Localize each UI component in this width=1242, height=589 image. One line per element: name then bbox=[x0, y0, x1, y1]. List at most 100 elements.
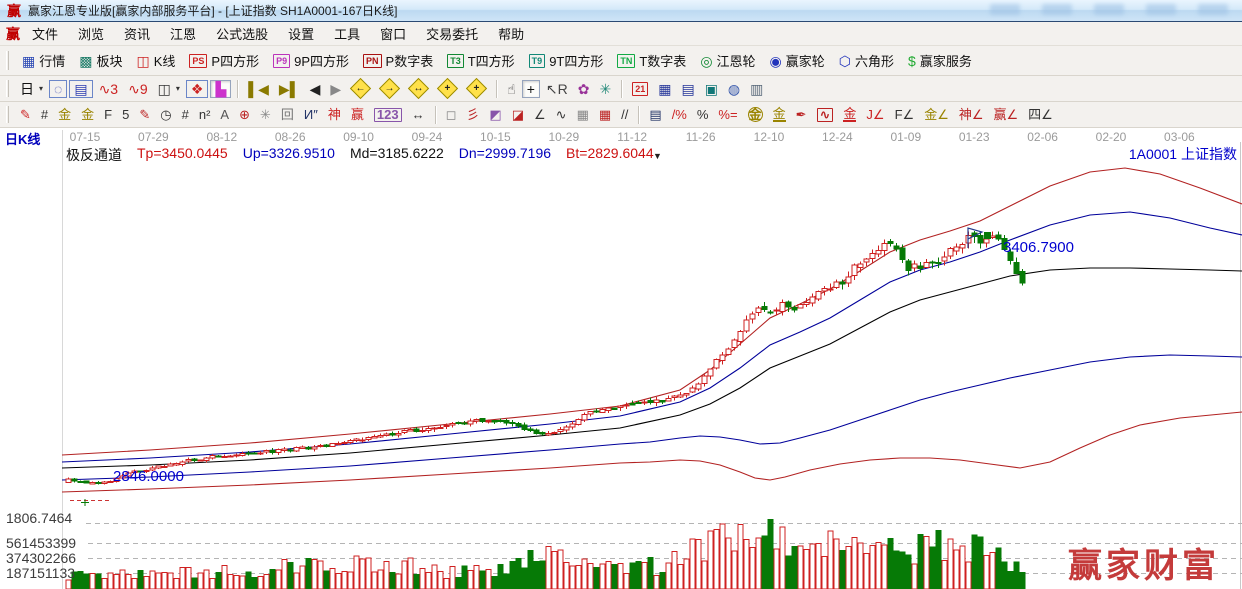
draw-ying-angle-button[interactable]: 赢∠ bbox=[990, 107, 1023, 122]
draw-draw-pen-2-button[interactable]: ✎ bbox=[135, 107, 154, 122]
menu-item-formula-pick[interactable]: 公式选股 bbox=[216, 27, 269, 42]
menu-item-settings[interactable]: 设置 bbox=[288, 27, 315, 42]
menu-logo-icon: 赢 bbox=[6, 25, 20, 42]
nav-calendar-button[interactable]: 21 bbox=[628, 81, 652, 97]
draw-star-circle-button[interactable]: ✳ bbox=[256, 107, 275, 122]
menu-item-tools[interactable]: 工具 bbox=[334, 27, 361, 42]
nav-prev-bar-button[interactable]: ◀ bbox=[306, 81, 325, 97]
main-kline-button[interactable]: ◫ K线 bbox=[130, 50, 183, 71]
nav-expand-all-button[interactable]: + bbox=[463, 77, 490, 100]
draw-zigzag-button[interactable]: ∿ bbox=[552, 107, 571, 122]
draw-si-angle-button[interactable]: 四∠ bbox=[1024, 107, 1057, 122]
draw-gold-ratio-h-button[interactable]: 金 bbox=[54, 107, 75, 122]
nav-color-volume-button[interactable]: ▙ bbox=[210, 79, 232, 98]
draw-gann-fan-button[interactable]: 彡 bbox=[462, 107, 483, 122]
menu-item-help[interactable]: 帮助 bbox=[498, 27, 525, 42]
nav-save-button[interactable]: ▣ bbox=[701, 81, 722, 97]
draw-grid-gray-button[interactable]: ▦ bbox=[573, 107, 593, 122]
nav-cycle-tool-button[interactable]: ✳ bbox=[595, 81, 615, 97]
nav-wave-9-button[interactable]: ∿9 bbox=[124, 81, 152, 97]
date-tick-08-12: 08-12 bbox=[206, 130, 238, 144]
draw-ying-tool-button[interactable]: 赢 bbox=[347, 107, 368, 122]
nav-zone-select-button[interactable]: ◌ bbox=[49, 79, 68, 98]
draw-time-hash-button[interactable]: # bbox=[178, 107, 193, 122]
nav-info-panel-button[interactable]: ▤ bbox=[69, 79, 93, 98]
main-hexagon-button[interactable]: ⬡ 六角形 bbox=[832, 50, 901, 71]
main-quotes-button[interactable]: ▦ 行情 bbox=[15, 50, 72, 71]
nav-festival-tool-button[interactable]: ✿ bbox=[574, 81, 594, 97]
nav-zoom-horizontal-button[interactable]: ↔ bbox=[405, 77, 432, 100]
nav-pan-right-button[interactable]: → bbox=[376, 77, 403, 100]
nav-first-bar-button[interactable]: ▌◀ bbox=[244, 81, 273, 97]
draw-grid-red-button[interactable]: ▦ bbox=[595, 107, 615, 122]
main-p-square-button[interactable]: PS P四方形 bbox=[182, 50, 266, 71]
nav-next-bar-button[interactable]: ▶ bbox=[326, 81, 345, 97]
toolbar-main: ▦ 行情 ▩ 板块 ◫ K线 PS P四方形 P9 9P四方形 PN P数字表 T3 T四方形 T9 9T四方… bbox=[0, 46, 1242, 76]
draw-f-angle-button[interactable]: F∠ bbox=[891, 107, 919, 122]
draw-draw-pen-button[interactable]: ✎ bbox=[16, 107, 35, 122]
draw-angle-line-button[interactable]: A bbox=[216, 107, 233, 122]
main-winner-service-button[interactable]: $ 赢家服务 bbox=[901, 50, 979, 71]
collapse-handle-icon[interactable]: ▼ bbox=[653, 151, 662, 161]
draw-ruler-123-button[interactable]: 123 bbox=[370, 107, 406, 123]
draw-percent-button[interactable]: % bbox=[693, 107, 713, 122]
menu-item-trade-order[interactable]: 交易委托 bbox=[426, 27, 479, 42]
draw-n-square-button[interactable]: n² bbox=[195, 107, 215, 122]
main-t-square-button[interactable]: T3 T四方形 bbox=[440, 50, 521, 71]
draw-spiral-5-button[interactable]: 5 bbox=[118, 107, 133, 122]
nav-compress-all-button[interactable]: + bbox=[434, 77, 461, 100]
nav-pan-left-button[interactable]: ← bbox=[347, 77, 374, 100]
nav-crosshair-tool-button[interactable]: + bbox=[521, 79, 540, 98]
main-gann-wheel-button[interactable]: ◎ 江恩轮 bbox=[693, 50, 762, 71]
draw-square-spiral-button[interactable]: 回 bbox=[277, 107, 298, 122]
main-sectors-button[interactable]: ▩ 板块 bbox=[72, 50, 129, 71]
nav-period-day-button[interactable]: 日 ▾ bbox=[16, 81, 47, 97]
draw-trend-fan-button[interactable]: ∠ bbox=[530, 107, 550, 122]
draw-fan-box-button[interactable]: ◩ bbox=[485, 107, 505, 122]
nav-calculator-button[interactable]: ▦ bbox=[654, 81, 675, 97]
nav-notepad-button[interactable]: ▤ bbox=[677, 81, 698, 97]
menu-item-gann[interactable]: 江恩 bbox=[170, 27, 197, 42]
draw-wave-box-button[interactable]: ∿ bbox=[813, 107, 838, 123]
draw-shen-tool-button[interactable]: 神 bbox=[324, 107, 345, 122]
draw-j-angle-button[interactable]: J∠ bbox=[862, 107, 888, 122]
kline-plot[interactable] bbox=[0, 128, 1242, 589]
menu-item-window[interactable]: 窗口 bbox=[380, 27, 407, 42]
draw-shen-angle-button[interactable]: 神∠ bbox=[955, 107, 988, 122]
nav-print-button[interactable]: ▥ bbox=[746, 81, 767, 97]
draw-t-percent-button[interactable]: /% bbox=[668, 107, 691, 122]
draw-fib-lines-button[interactable]: F bbox=[100, 107, 116, 122]
draw-time-cycle-button[interactable]: ◷ bbox=[156, 107, 175, 122]
draw-span-measure-button[interactable]: ↔ bbox=[408, 107, 429, 122]
nav-sketch-pattern-button[interactable]: ❖ bbox=[185, 79, 209, 98]
draw-box-tool-button[interactable]: ◻ bbox=[442, 107, 461, 122]
main-t-table-button[interactable]: TN T数字表 bbox=[610, 50, 693, 71]
nav-last-bar-button[interactable]: ▶▌ bbox=[275, 81, 304, 97]
main-p-table-button[interactable]: PN P数字表 bbox=[356, 50, 440, 71]
draw-gold-level-button[interactable]: 金 bbox=[769, 106, 790, 123]
draw-k-segment-button[interactable]: И″ bbox=[300, 107, 322, 122]
nav-candle-style-button[interactable]: ◫ ▾ bbox=[154, 81, 184, 97]
chart-area[interactable]: 日K线 07-15 07-29 08-12 08-26 09-10 09-24 10-15 1… bbox=[0, 128, 1242, 589]
draw-price-ladder-button[interactable]: ▤ bbox=[645, 107, 665, 122]
draw-gold-ratio-v-button[interactable]: 金 bbox=[77, 107, 98, 122]
draw-gann-hash-button[interactable]: # bbox=[37, 107, 52, 122]
draw-percent-line-button[interactable]: %= bbox=[714, 107, 741, 122]
draw-circle-cross-button[interactable]: ⊕ bbox=[235, 107, 254, 122]
draw-brush-button[interactable]: ✒ bbox=[792, 107, 811, 122]
menu-item-file[interactable]: 文件 bbox=[32, 27, 59, 42]
menu-item-browse[interactable]: 浏览 bbox=[78, 27, 105, 42]
nav-web-share-button[interactable]: ◍ bbox=[724, 81, 744, 97]
draw-gold-angle-button[interactable]: 金∠ bbox=[920, 107, 953, 122]
nav-hand-tool-button[interactable]: ☝ bbox=[503, 81, 520, 97]
main-winner-wheel-button[interactable]: ◉ 赢家轮 bbox=[763, 50, 832, 71]
main-t9-square-button[interactable]: T9 9T四方形 bbox=[522, 50, 611, 71]
draw-fan-box-2-button[interactable]: ◪ bbox=[508, 107, 528, 122]
draw-gold-underline-button[interactable]: 金 bbox=[839, 106, 860, 123]
nav-pointer-mark-button[interactable]: ↖R bbox=[542, 81, 572, 97]
menu-item-news[interactable]: 资讯 bbox=[124, 27, 151, 42]
main-p9-square-button[interactable]: P9 9P四方形 bbox=[266, 50, 356, 71]
nav-wave-3-button[interactable]: ∿3 bbox=[95, 81, 123, 97]
draw-parallel-lines-button[interactable]: // bbox=[617, 107, 632, 122]
draw-gold-circle-button[interactable]: 金 bbox=[744, 106, 767, 123]
